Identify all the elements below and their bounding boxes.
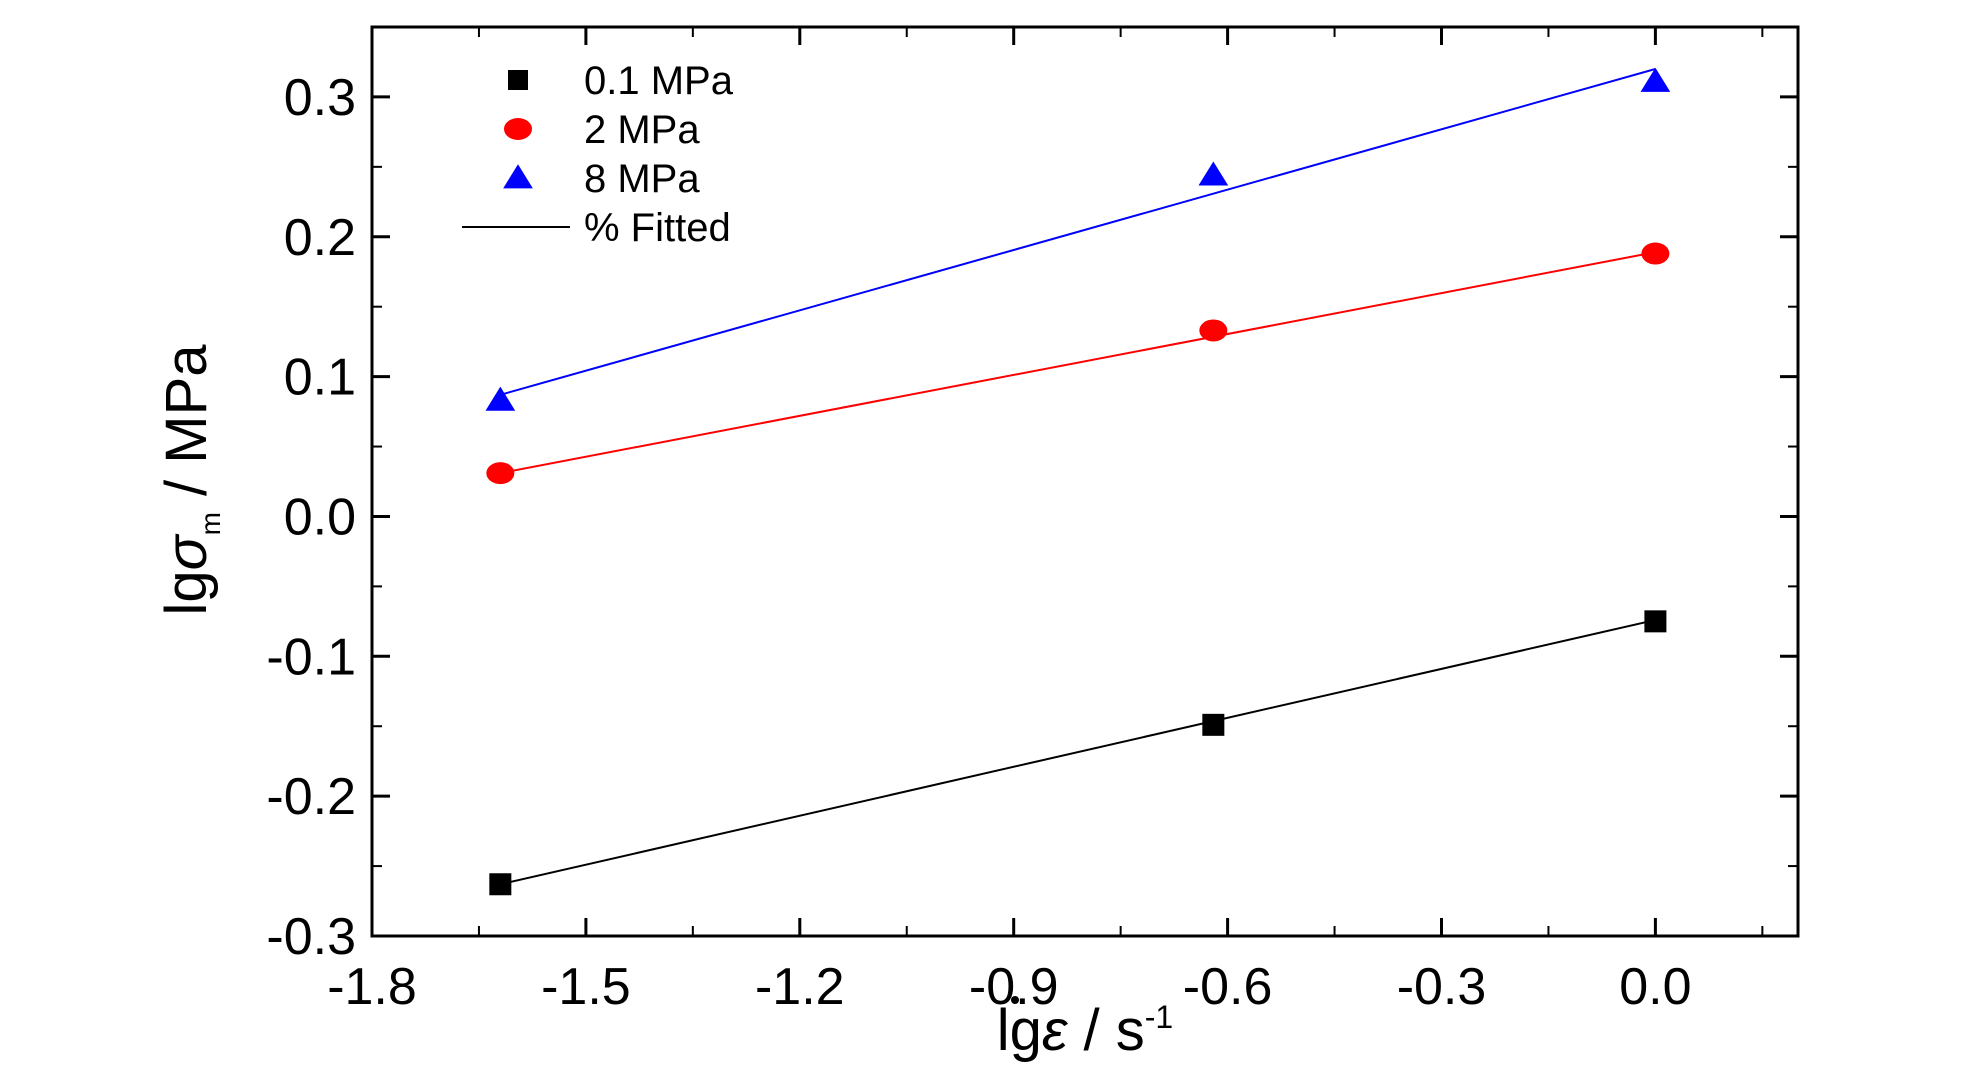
y-axis-title: lgσm / MPa	[154, 344, 226, 616]
fit-lines-layer	[500, 67, 1656, 886]
data-point-circle	[1641, 242, 1670, 265]
tick-labels-layer: -1.8 -1.5 -1.2 -0.9 -0.6 -0.3 0.0 -0.3 -0.2 -0.1 0…	[266, 69, 1691, 1016]
plot-frame-layer	[370, 25, 1800, 938]
x-tick-label: 0.0	[1619, 958, 1691, 1016]
legend-marker-circle	[504, 118, 532, 140]
legend-marker-triangle	[503, 164, 533, 189]
fit-line	[500, 67, 1656, 396]
data-point-square	[489, 873, 512, 896]
axis-titles-layer: lgε / s-1 lgσm / MPa	[154, 344, 1173, 1063]
x-tick-label: -1.8	[327, 958, 417, 1016]
data-point-square	[1644, 610, 1667, 633]
data-points-layer	[485, 67, 1671, 896]
legend: 0.1 MPa 2 MPa 8 MPa % Fitted	[462, 59, 734, 250]
data-point-triangle	[1640, 67, 1671, 92]
y-tick-label: 0.2	[284, 209, 356, 267]
data-point-square	[1202, 713, 1225, 736]
plot-frame	[370, 25, 1800, 938]
y-tick-label: -0.1	[266, 628, 356, 686]
legend-label-fit: % Fitted	[584, 206, 731, 250]
x-tick-label: -1.5	[541, 958, 631, 1016]
fit-line	[500, 618, 1656, 886]
legend-label: 2 MPa	[584, 108, 700, 152]
y-tick-label: 0.0	[284, 488, 356, 546]
data-point-triangle	[1198, 161, 1229, 186]
y-tick-label: -0.3	[266, 908, 356, 966]
legend-marker-square	[508, 70, 528, 90]
y-tick-label: -0.2	[266, 768, 356, 826]
legend-label: 0.1 MPa	[584, 59, 734, 103]
x-axis-title: lgε / s-1	[997, 998, 1173, 1063]
y-tick-label: 0.3	[284, 69, 356, 127]
epsilon-dot	[1011, 996, 1019, 1004]
data-point-triangle	[485, 386, 516, 411]
x-tick-label: -0.3	[1397, 958, 1487, 1016]
data-point-circle	[1199, 319, 1228, 342]
x-tick-label: -0.9	[969, 958, 1059, 1016]
x-tick-label: -0.6	[1183, 958, 1273, 1016]
x-tick-label: -1.2	[755, 958, 845, 1016]
data-point-circle	[486, 462, 515, 485]
y-tick-label: 0.1	[284, 349, 356, 407]
legend-label: 8 MPa	[584, 157, 700, 201]
fit-line	[500, 251, 1656, 475]
